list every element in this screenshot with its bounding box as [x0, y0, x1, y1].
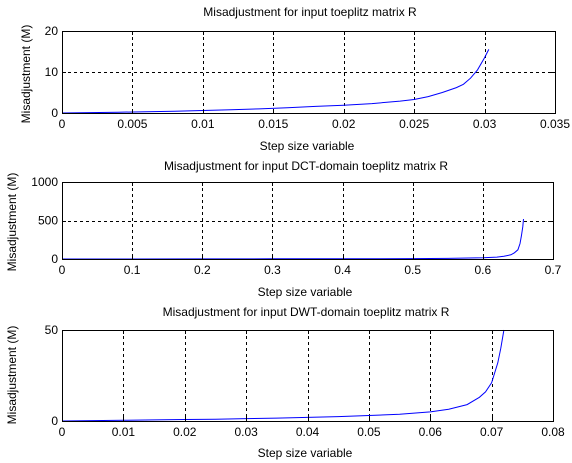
- plot-toeplitz-y-tick-label: 20: [45, 24, 59, 38]
- plot-toeplitz-x-tick-label: 0.025: [399, 117, 429, 131]
- plot-toeplitz-title: Misadjustment for input toeplitz matrix …: [203, 5, 417, 19]
- plot-dct-xlabel: Step size variable: [258, 285, 353, 299]
- plot-dwt-xlabel: Step size variable: [258, 446, 353, 460]
- plot-toeplitz-ylabel: Misadjustment (M): [19, 25, 33, 124]
- plot-dwt-series-line: [61, 329, 505, 422]
- plot-toeplitz-y-tick-label: 10: [45, 65, 59, 79]
- plot-dct-x-tick-label: 0.5: [404, 263, 421, 277]
- plot-dct-x-tick-label: 0.3: [264, 263, 281, 277]
- plot-dct-y-tick-label: 500: [38, 214, 58, 228]
- plot-dct-series-line: [62, 218, 524, 260]
- plot-dwt-ylabel: Misadjustment (M): [5, 326, 19, 425]
- plot-dwt-x-tick-label: 0.01: [112, 425, 136, 439]
- plot-dct-x-tick-label: 0: [59, 263, 66, 277]
- plot-dwt-x-tick-label: 0.08: [541, 425, 565, 439]
- plot-toeplitz-y-tick-label: 0: [51, 106, 58, 120]
- plot-dct-y-tick-label: 0: [51, 252, 58, 266]
- plot-toeplitz-x-tick-label: 0.03: [473, 117, 497, 131]
- plot-dwt-y-tick-label: 50: [45, 323, 59, 337]
- plot-toeplitz-xlabel: Step size variable: [260, 139, 355, 153]
- plot-toeplitz-x-tick-label: 0.01: [191, 117, 215, 131]
- plot-dwt-title: Misadjustment for input DWT-domain toepl…: [163, 305, 450, 319]
- plot-toeplitz-x-tick-label: 0.035: [540, 117, 570, 131]
- plot-dwt-axes-area: [62, 330, 553, 421]
- plot-toeplitz-series-line: [61, 49, 490, 114]
- plot-dwt-x-tick-label: 0.03: [234, 425, 258, 439]
- plot-dwt-x-tick-label: 0.06: [419, 425, 443, 439]
- plot-dct-x-tick-label: 0.2: [194, 263, 211, 277]
- plot-dct-x-tick-label: 0.4: [334, 263, 351, 277]
- plot-dwt-x-tick-label: 0.02: [173, 425, 197, 439]
- plot-dwt-x-tick-label: 0.05: [357, 425, 381, 439]
- plot-toeplitz-x-tick-label: 0.005: [117, 117, 147, 131]
- plot-toeplitz-x-tick-label: 0.02: [332, 117, 356, 131]
- plot-dct-x-tick-label: 0.1: [124, 263, 141, 277]
- plot-dwt-x-tick-label: 0.04: [296, 425, 320, 439]
- plot-toeplitz-x-tick-label: 0: [59, 117, 66, 131]
- plot-dwt: Misadjustment for input DWT-domain toepl…: [5, 305, 565, 460]
- plot-dct-ylabel: Misadjustment (M): [5, 173, 19, 272]
- plot-dct-x-tick-label: 0.7: [545, 263, 562, 277]
- plot-toeplitz-x-tick-label: 0.015: [258, 117, 288, 131]
- plot-dct: Misadjustment for input DCT-domain toepl…: [5, 159, 562, 299]
- plot-dct-title: Misadjustment for input DCT-domain toepl…: [164, 159, 448, 173]
- plot-toeplitz: Misadjustment for input toeplitz matrix …: [19, 5, 570, 153]
- plot-dct-x-tick-label: 0.6: [475, 263, 492, 277]
- plot-dwt-x-tick-label: 0.07: [480, 425, 504, 439]
- plot-dwt-y-tick-label: 0: [51, 414, 58, 428]
- plot-dct-y-tick-label: 1000: [31, 175, 58, 189]
- plot-dct-axes-area: [62, 182, 553, 259]
- plot-dwt-x-tick-label: 0: [59, 425, 66, 439]
